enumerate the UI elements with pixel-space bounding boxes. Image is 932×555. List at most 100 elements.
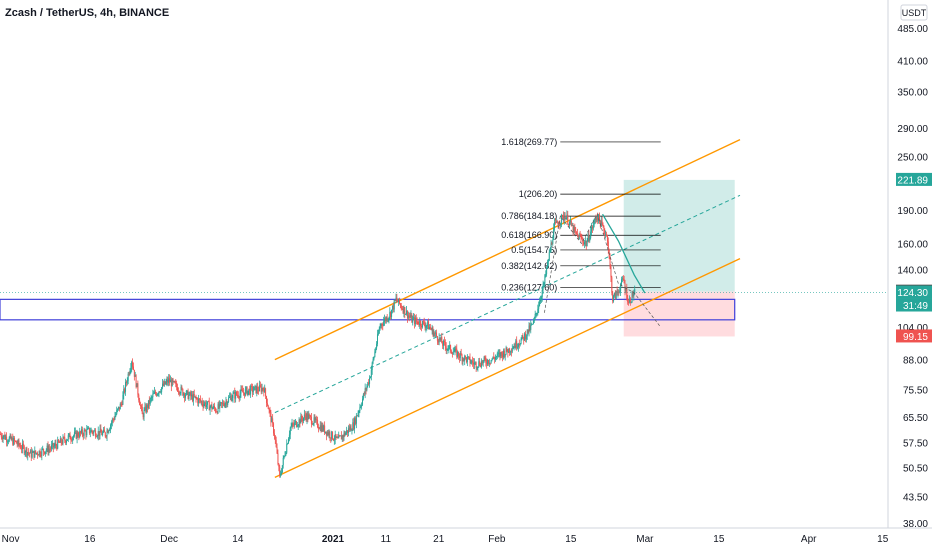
candle-body: [503, 350, 505, 357]
candle-body: [586, 241, 588, 246]
candle-body: [241, 389, 243, 391]
candle-body: [110, 422, 112, 425]
candle-body: [511, 348, 513, 352]
candle-body: [417, 321, 419, 324]
candle-body: [73, 432, 75, 436]
candle-body: [473, 362, 475, 365]
candle-body: [274, 436, 276, 441]
candle-body: [79, 431, 81, 438]
candle-body: [125, 382, 127, 392]
currency-button-label[interactable]: USDT: [902, 8, 927, 18]
candle-body: [211, 404, 213, 410]
candle-body: [465, 357, 467, 363]
candle-body: [6, 441, 8, 443]
currency-button-frame[interactable]: [900, 4, 928, 21]
candle-body: [341, 435, 343, 440]
candle-body: [272, 418, 274, 424]
candle-body: [436, 332, 438, 337]
candle-body: [358, 411, 360, 413]
candle-body: [279, 466, 281, 476]
candle-body: [559, 224, 561, 226]
candle-body: [261, 387, 263, 392]
candle-body: [409, 316, 411, 318]
price-axis[interactable]: 485.00 410.00 350.00 290.00 250.00 190.00 160.…: [897, 24, 928, 530]
chart-title: Zcash / TetherUS, 4h, BINANCE: [5, 7, 169, 19]
fib-level-label: 0.382(142.62): [501, 261, 557, 271]
candle-body: [234, 392, 236, 399]
candles-layer: [0, 210, 636, 478]
candle-body: [30, 450, 32, 458]
candle-body: [467, 356, 469, 358]
candle-body: [56, 445, 58, 449]
candle-body: [543, 283, 545, 285]
candle-body: [210, 404, 212, 407]
candle-body: [154, 391, 156, 394]
candle-body: [36, 452, 38, 454]
candle-body: [72, 437, 74, 441]
candle-body: [487, 359, 489, 365]
time-axis-tick: 14: [232, 534, 244, 545]
candle-body: [582, 238, 584, 242]
candle-body: [101, 432, 103, 436]
candle-body: [65, 440, 67, 443]
candle-body: [95, 430, 97, 437]
candle-body: [80, 429, 82, 433]
price-axis-tick: 75.50: [903, 385, 928, 396]
candle-body: [363, 393, 365, 395]
candle-body: [209, 406, 211, 411]
candle-body: [377, 333, 379, 335]
candle-body: [504, 353, 506, 357]
candle-body: [202, 404, 204, 407]
candle-body: [196, 398, 198, 400]
candle-body: [419, 321, 421, 326]
candle-body: [107, 430, 109, 433]
candle-body: [389, 311, 391, 318]
candle-body: [332, 431, 334, 440]
candle-body: [21, 448, 23, 450]
candle-body: [168, 378, 170, 383]
candle-body: [598, 214, 600, 221]
candle-body: [387, 318, 389, 321]
candle-body: [547, 260, 549, 262]
candle-body: [60, 438, 62, 443]
candle-body: [6, 436, 8, 442]
candle-body: [160, 391, 162, 393]
candle-body: [612, 292, 614, 302]
candle-body: [384, 318, 386, 322]
candle-body: [134, 375, 136, 377]
candle-body: [495, 357, 497, 360]
candle-body: [88, 427, 90, 429]
candle-body: [548, 252, 550, 261]
candle-body: [15, 440, 17, 444]
currency-button[interactable]: USDT: [900, 4, 928, 21]
candle-body: [354, 418, 356, 429]
candle-body: [249, 388, 251, 395]
price-axis-tick: 104.00: [897, 323, 928, 334]
candle-body: [471, 360, 473, 363]
candle-body: [584, 241, 586, 243]
candle-body: [132, 361, 134, 367]
candle-body: [373, 356, 375, 360]
candle-body: [311, 423, 313, 425]
candle-body: [433, 333, 435, 336]
candle-body: [51, 443, 53, 446]
candle-body: [614, 293, 616, 299]
candle-body: [302, 419, 304, 421]
candle-body: [117, 408, 119, 410]
candle-body: [308, 415, 310, 420]
candle-body: [135, 375, 137, 388]
candle-body: [184, 393, 186, 398]
candle-body: [177, 387, 179, 392]
candle-body: [58, 441, 60, 443]
candle-body: [146, 404, 148, 412]
candle-body: [563, 216, 565, 221]
candle-body: [0, 434, 1, 435]
candle-body: [348, 428, 350, 431]
candle-body: [510, 351, 512, 353]
candle-body: [441, 337, 443, 344]
time-axis[interactable]: Nov 16 Dec 14 2021 11 21 Feb 15 Mar 15 Apr 15: [2, 534, 889, 545]
candle-body: [556, 220, 558, 224]
